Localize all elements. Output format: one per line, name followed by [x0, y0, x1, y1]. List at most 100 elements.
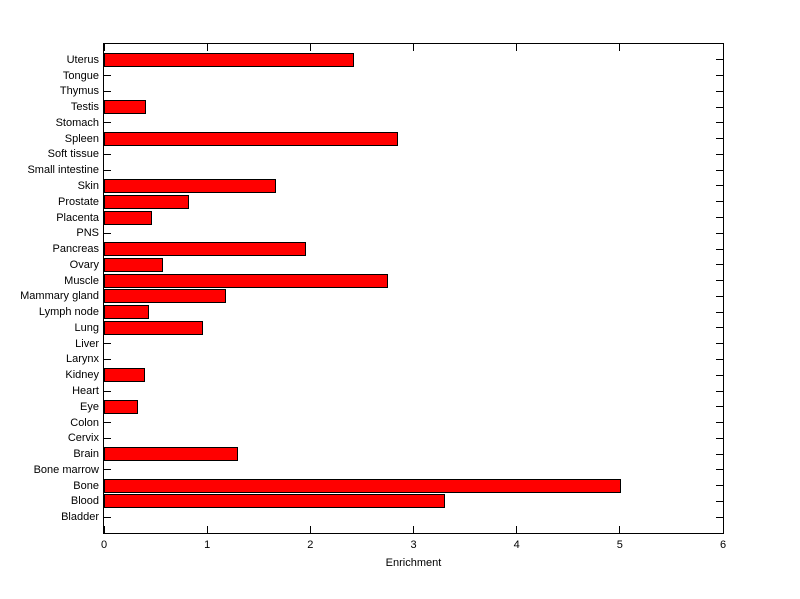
y-tick-right-prostate	[716, 201, 723, 203]
y-tick-label-pancreas: Pancreas	[52, 243, 99, 256]
x-tick-top-3	[413, 44, 414, 51]
y-tick-right-small-intestine	[716, 169, 723, 171]
x-tick-label-1: 1	[204, 539, 211, 551]
y-tick-left-bone-marrow	[104, 469, 111, 471]
bar-placenta	[104, 210, 153, 225]
y-tick-label-stomach: Stomach	[55, 116, 99, 129]
y-tick-label-testis: Testis	[70, 101, 99, 114]
y-tick-label-lymph-node: Lymph node	[38, 306, 99, 319]
bar-muscle	[104, 273, 388, 288]
y-tick-label-thymus: Thymus	[59, 85, 99, 98]
y-tick-label-colon: Colon	[70, 416, 99, 429]
bar-blood	[104, 494, 446, 509]
y-tick-label-ovary: Ovary	[69, 258, 99, 271]
y-tick-left-thymus	[104, 90, 111, 92]
x-tick-label-3: 3	[410, 539, 417, 551]
y-tick-label-tongue: Tongue	[62, 69, 99, 82]
y-tick-right-eye	[716, 406, 723, 408]
y-tick-left-colon	[104, 422, 111, 424]
y-tick-label-muscle: Muscle	[64, 274, 99, 287]
y-tick-right-placenta	[716, 217, 723, 219]
bar-eye	[104, 399, 139, 414]
y-tick-label-liver: Liver	[75, 337, 99, 350]
y-tick-right-larynx	[716, 358, 723, 360]
y-tick-right-testis	[716, 106, 723, 108]
x-tick-label-2: 2	[307, 539, 314, 551]
y-tick-right-kidney	[716, 374, 723, 376]
bar-brain	[104, 447, 239, 462]
y-tick-label-kidney: Kidney	[65, 369, 99, 382]
y-tick-left-heart	[104, 390, 111, 392]
x-tick-bottom-4	[516, 526, 518, 533]
y-tick-right-thymus	[716, 90, 723, 92]
x-tick-top-6	[722, 44, 724, 51]
bar-uterus	[104, 52, 354, 67]
y-tick-right-soft-tissue	[716, 153, 723, 155]
bar-testis	[104, 100, 147, 115]
y-tick-right-colon	[716, 422, 723, 424]
y-tick-left-stomach	[104, 122, 111, 124]
y-tick-label-bladder: Bladder	[61, 511, 99, 524]
y-tick-label-mammary-gland: Mammary gland	[20, 290, 99, 303]
y-tick-label-bone: Bone	[73, 479, 99, 492]
y-tick-right-spleen	[716, 138, 723, 140]
bar-mammary-gland	[104, 289, 226, 304]
bar-kidney	[104, 368, 146, 383]
bar-lung	[104, 320, 204, 335]
y-tick-label-skin: Skin	[77, 179, 99, 192]
bar-spleen	[104, 131, 399, 146]
y-tick-label-blood: Blood	[70, 495, 99, 508]
y-tick-right-bone	[716, 485, 723, 487]
y-tick-right-bone-marrow	[716, 469, 723, 471]
y-tick-right-muscle	[716, 280, 723, 282]
x-tick-top-1	[206, 44, 208, 51]
y-tick-right-pns	[716, 232, 723, 234]
x-tick-label-5: 5	[616, 539, 623, 551]
y-tick-label-placenta: Placenta	[56, 211, 99, 224]
y-tick-right-liver	[716, 343, 723, 345]
y-tick-label-soft-tissue: Soft tissue	[47, 148, 99, 161]
x-tick-label-0: 0	[100, 539, 108, 551]
bar-prostate	[104, 194, 189, 209]
y-tick-right-skin	[716, 185, 723, 187]
y-tick-label-spleen: Spleen	[64, 132, 99, 145]
y-tick-label-small-intestine: Small intestine	[27, 164, 99, 177]
x-tick-bottom-0	[103, 526, 105, 533]
y-tick-right-blood	[716, 500, 723, 502]
y-tick-label-pns: PNS	[76, 227, 99, 240]
y-tick-right-lung	[716, 327, 723, 329]
y-tick-label-cervix: Cervix	[67, 432, 99, 445]
y-tick-right-ovary	[716, 264, 723, 266]
x-tick-top-2	[309, 44, 311, 51]
y-tick-right-bladder	[716, 516, 723, 518]
y-tick-label-larynx: Larynx	[65, 353, 99, 366]
y-tick-label-eye: Eye	[80, 400, 99, 413]
y-tick-label-prostate: Prostate	[58, 195, 99, 208]
bar-skin	[104, 178, 277, 193]
x-tick-top-4	[516, 44, 518, 51]
y-tick-left-small-intestine	[104, 169, 111, 171]
x-tick-bottom-2	[309, 526, 311, 533]
y-tick-right-brain	[716, 453, 723, 455]
y-tick-right-stomach	[716, 122, 723, 124]
x-tick-bottom-5	[619, 526, 621, 533]
bar-ovary	[104, 257, 163, 272]
y-tick-right-pancreas	[716, 248, 723, 250]
bar-pancreas	[104, 242, 307, 257]
y-tick-right-uterus	[716, 59, 723, 61]
y-tick-right-cervix	[716, 437, 723, 439]
bar-bone	[104, 478, 621, 493]
y-tick-left-liver	[104, 343, 111, 345]
y-tick-left-larynx	[104, 358, 111, 360]
y-tick-label-heart: Heart	[72, 385, 99, 398]
y-tick-label-lung: Lung	[74, 321, 99, 334]
plot-area	[103, 43, 724, 534]
y-tick-left-bladder	[104, 516, 111, 518]
y-tick-right-tongue	[716, 75, 723, 77]
y-tick-left-cervix	[104, 437, 111, 439]
y-tick-right-mammary-gland	[716, 295, 723, 297]
y-tick-left-pns	[104, 232, 111, 234]
x-tick-label-6: 6	[719, 539, 727, 551]
y-tick-right-lymph-node	[716, 311, 723, 313]
